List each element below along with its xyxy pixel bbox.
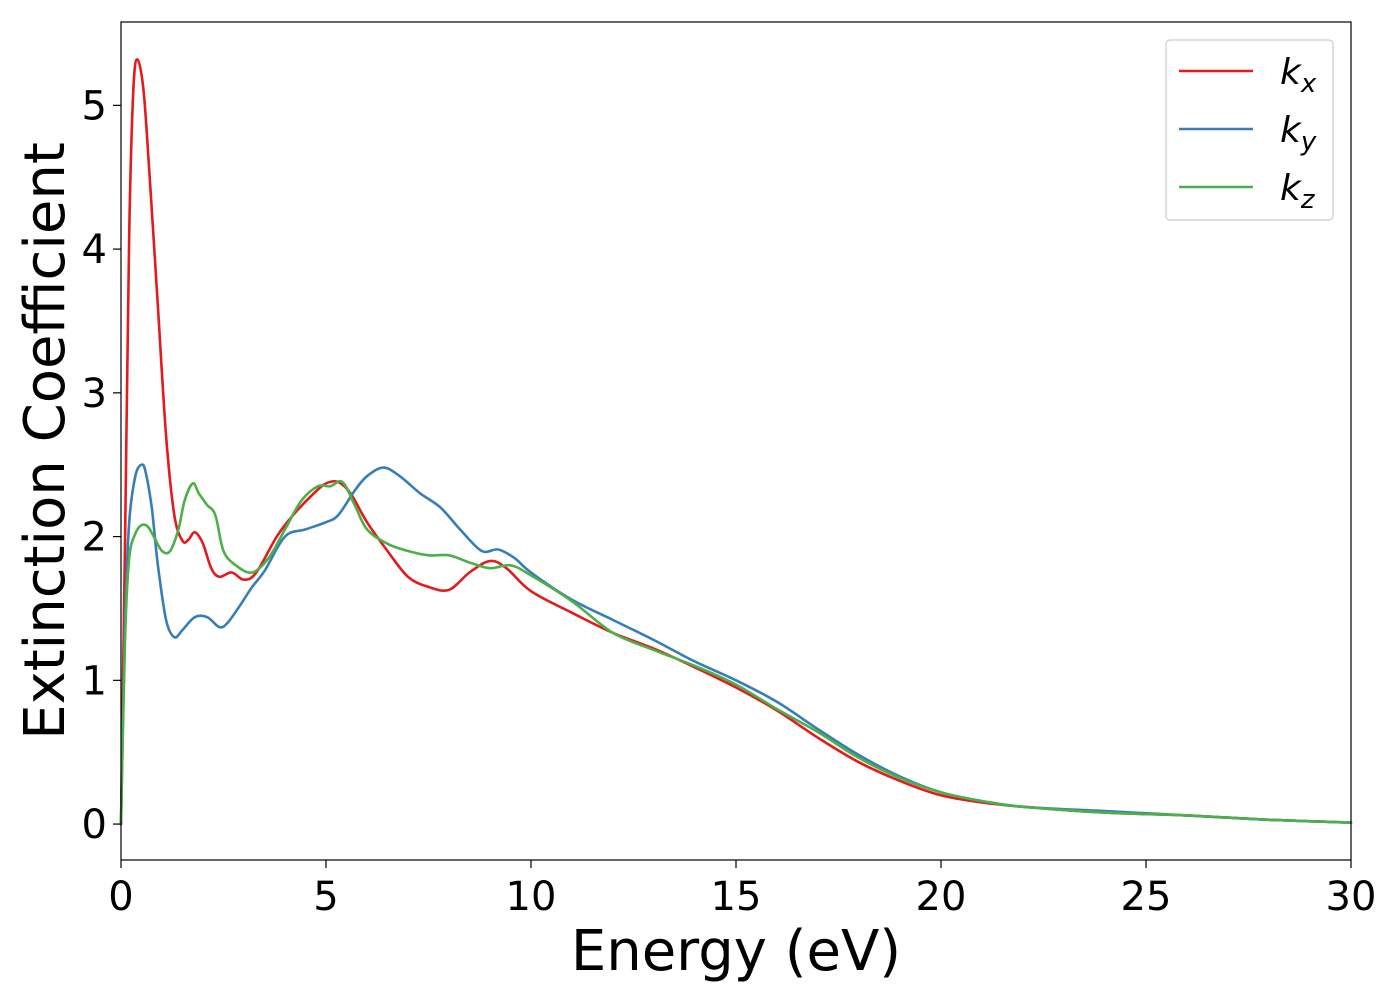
legend: kx ky kz: [1165, 39, 1334, 221]
x-tick-label: 15: [711, 874, 762, 920]
y-tick-label: 1: [82, 658, 107, 704]
legend-label-y: ky: [1280, 110, 1317, 157]
legend-label-z: kz: [1280, 168, 1316, 215]
legend-label-x: kx: [1280, 52, 1317, 99]
y-axis-title: Extinction Coefficient: [13, 142, 78, 740]
series-line-z: [119, 479, 1353, 826]
x-tick-label: 30: [1326, 874, 1377, 920]
y-tick-label: 2: [82, 515, 107, 561]
x-tick-label: 5: [313, 874, 338, 920]
series-line-y: [119, 463, 1353, 826]
x-tick-label: 10: [506, 874, 557, 920]
x-tick-label: 20: [916, 874, 967, 920]
x-axis: 0 5 10 15 20 25 30: [108, 860, 1376, 920]
x-tick-label: 0: [108, 874, 133, 920]
x-axis-title: Energy (eV): [571, 919, 901, 984]
y-tick-label: 3: [82, 371, 107, 417]
y-tick-label: 5: [82, 83, 107, 129]
y-tick-label: 4: [82, 227, 107, 273]
x-tick-label: 25: [1121, 874, 1172, 920]
y-tick-label: 0: [82, 802, 107, 848]
plot-area: [119, 58, 1353, 826]
y-axis: 0 1 2 3 4 5: [82, 83, 121, 848]
series-line-x: [119, 58, 1353, 826]
